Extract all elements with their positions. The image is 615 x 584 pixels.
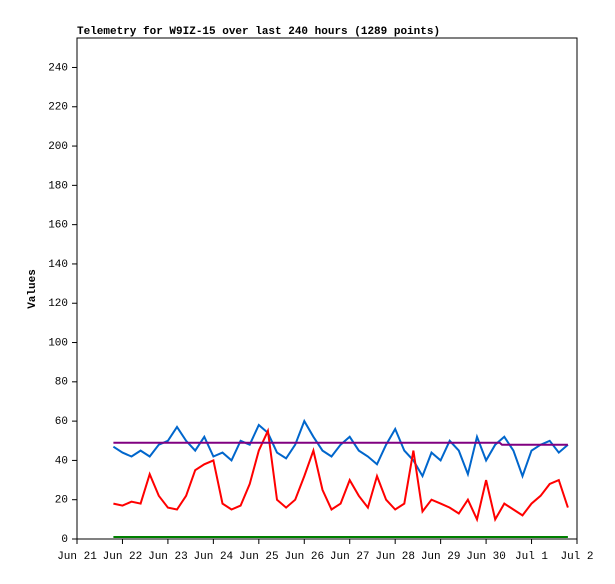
- x-tick-label: Jun 26: [284, 551, 324, 563]
- y-tick-label: 0: [61, 534, 68, 546]
- y-tick-label: 120: [48, 298, 68, 310]
- x-tick-label: Jun 22: [103, 551, 143, 563]
- x-tick-label: Jun 29: [421, 551, 461, 563]
- x-tick-label: Jun 24: [194, 551, 234, 563]
- x-tick-label: Jun 23: [148, 551, 188, 563]
- y-tick-label: 40: [55, 455, 68, 467]
- y-tick-label: 20: [55, 495, 68, 507]
- y-tick-label: 80: [55, 377, 68, 389]
- y-axis-label: Values: [27, 269, 39, 309]
- x-tick-label: Jul 1: [515, 551, 548, 563]
- y-tick-label: 200: [48, 141, 68, 153]
- plot-area: [76, 37, 578, 540]
- y-tick-label: 220: [48, 102, 68, 114]
- series-line: [112, 418, 569, 480]
- x-tick-label: Jun 30: [466, 551, 506, 563]
- chart-title: Telemetry for W9IZ-15 over last 240 hour…: [77, 26, 440, 38]
- series-line: [113, 441, 568, 446]
- x-tick-label: Jun 27: [330, 551, 370, 563]
- y-tick-label: 240: [48, 62, 68, 74]
- series-line: [113, 427, 569, 523]
- x-tick-label: Jun 21: [57, 551, 97, 563]
- y-tick-label: 60: [55, 416, 68, 428]
- x-tick-label: Jun 25: [239, 551, 279, 563]
- y-tick-label: 180: [48, 180, 68, 192]
- y-tick-label: 160: [48, 220, 68, 232]
- x-tick-label: Jun 28: [375, 551, 415, 563]
- x-tick-label: Jul 2: [560, 551, 593, 563]
- y-tick-label: 100: [48, 337, 68, 349]
- y-tick-label: 140: [48, 259, 68, 271]
